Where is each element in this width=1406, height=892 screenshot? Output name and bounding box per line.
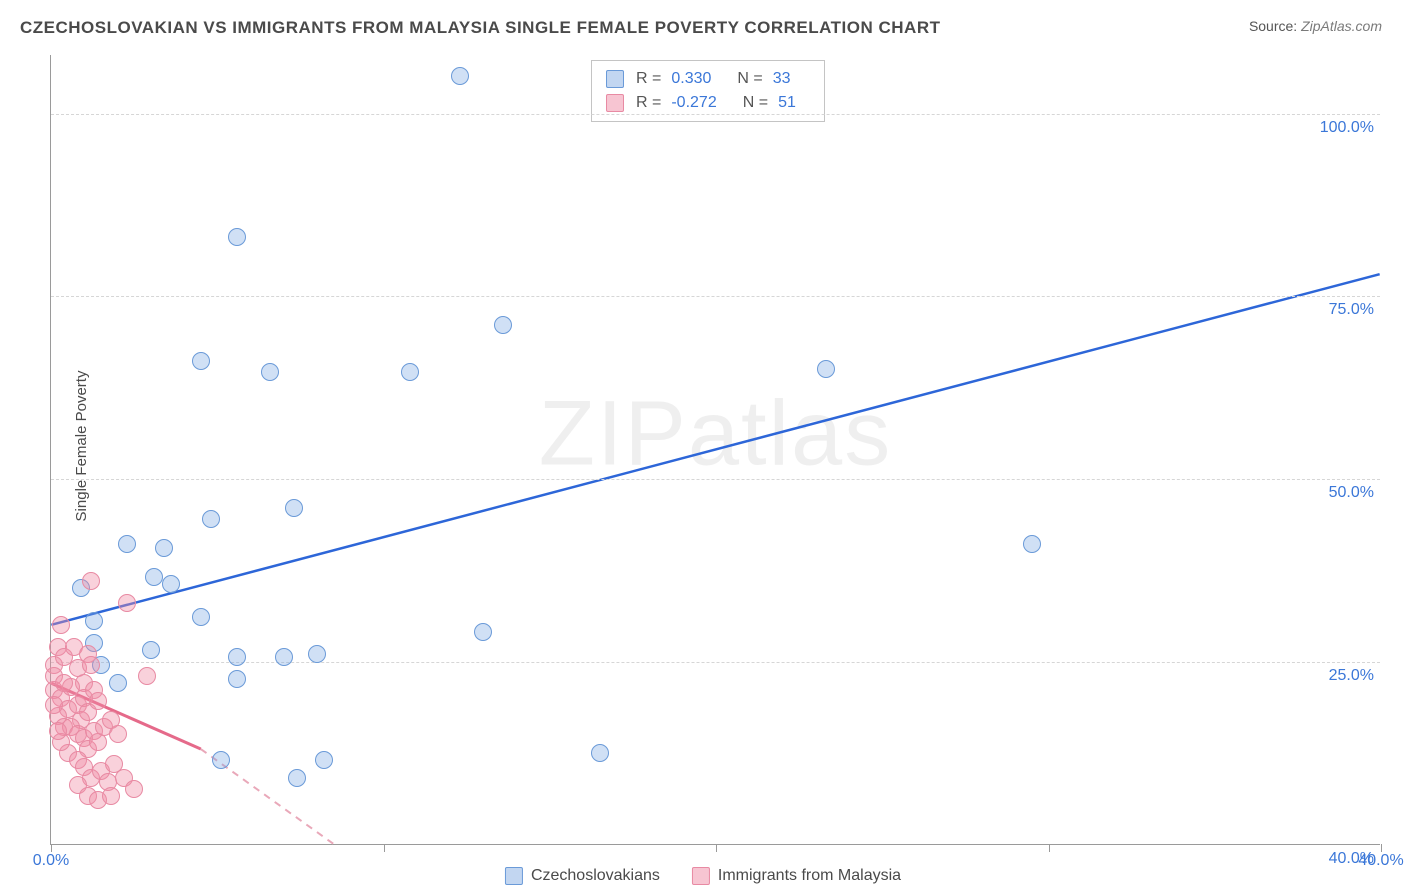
data-point (109, 674, 127, 692)
source-credit: Source: ZipAtlas.com (1249, 18, 1382, 34)
legend-n-value: 33 (773, 70, 791, 88)
source-label: Source: (1249, 18, 1297, 34)
y-tick-label: 25.0% (1329, 667, 1374, 685)
legend-swatch (692, 867, 710, 885)
legend-r-label: R = (636, 70, 661, 88)
data-point (102, 787, 120, 805)
trend-lines-svg (51, 55, 1380, 844)
x-tick (716, 844, 717, 852)
data-point (89, 692, 107, 710)
data-point (288, 769, 306, 787)
gridline (51, 296, 1380, 297)
data-point (142, 641, 160, 659)
scatter-plot: ZIPatlas R =0.330N =33R =-0.272N =51 40.… (50, 55, 1380, 845)
data-point (45, 696, 63, 714)
gridline (51, 114, 1380, 115)
data-point (125, 780, 143, 798)
legend-swatch (505, 867, 523, 885)
x-tick (51, 844, 52, 852)
data-point (118, 535, 136, 553)
legend-swatch (606, 70, 624, 88)
data-point (138, 667, 156, 685)
data-point (118, 594, 136, 612)
legend-swatch (606, 94, 624, 112)
data-point (52, 616, 70, 634)
legend-series-name: Czechoslovakians (531, 867, 660, 885)
y-tick-label: 100.0% (1320, 119, 1374, 137)
y-tick-label: 75.0% (1329, 301, 1374, 319)
legend-row: R = -0.272 N = 51 (606, 91, 810, 115)
source-name: ZipAtlas.com (1301, 18, 1382, 34)
legend-item: Czechoslovakians (505, 867, 660, 885)
data-point (228, 648, 246, 666)
data-point (55, 674, 73, 692)
gridline (51, 662, 1380, 663)
legend-r-label: R = (636, 94, 661, 112)
data-point (1023, 535, 1041, 553)
legend-n-label: N = (737, 70, 762, 88)
data-point (82, 572, 100, 590)
legend-r-value: -0.272 (671, 94, 716, 112)
data-point (228, 670, 246, 688)
data-point (82, 656, 100, 674)
data-point (591, 744, 609, 762)
data-point (85, 612, 103, 630)
gridline (51, 479, 1380, 480)
watermark: ZIPatlas (539, 381, 892, 486)
data-point (451, 67, 469, 85)
legend-n-value: 51 (778, 94, 796, 112)
x-tick-label: 0.0% (33, 852, 69, 870)
x-tick (384, 844, 385, 852)
data-point (192, 608, 210, 626)
legend-series-name: Immigrants from Malaysia (718, 867, 901, 885)
data-point (212, 751, 230, 769)
data-point (275, 648, 293, 666)
x-tick (1049, 844, 1050, 852)
legend-r-value: 0.330 (671, 70, 711, 88)
y-tick-label: 50.0% (1329, 484, 1374, 502)
data-point (228, 228, 246, 246)
data-point (285, 499, 303, 517)
legend-n-label: N = (743, 94, 768, 112)
data-point (202, 510, 220, 528)
legend-row: R = 0.330 N = 33 (606, 67, 810, 91)
data-point (817, 360, 835, 378)
data-point (401, 363, 419, 381)
x-tick-label: 40.0% (1358, 852, 1403, 870)
data-point (192, 352, 210, 370)
data-point (155, 539, 173, 557)
data-point (308, 645, 326, 663)
data-point (315, 751, 333, 769)
data-point (145, 568, 163, 586)
legend-item: Immigrants from Malaysia (692, 867, 901, 885)
x-tick (1381, 844, 1382, 852)
data-point (494, 316, 512, 334)
data-point (109, 725, 127, 743)
trend-line (51, 274, 1379, 625)
data-point (261, 363, 279, 381)
data-point (474, 623, 492, 641)
chart-title: CZECHOSLOVAKIAN VS IMMIGRANTS FROM MALAY… (20, 18, 941, 38)
data-point (49, 722, 67, 740)
series-legend: Czechoslovakians Immigrants from Malaysia (505, 867, 901, 885)
data-point (162, 575, 180, 593)
